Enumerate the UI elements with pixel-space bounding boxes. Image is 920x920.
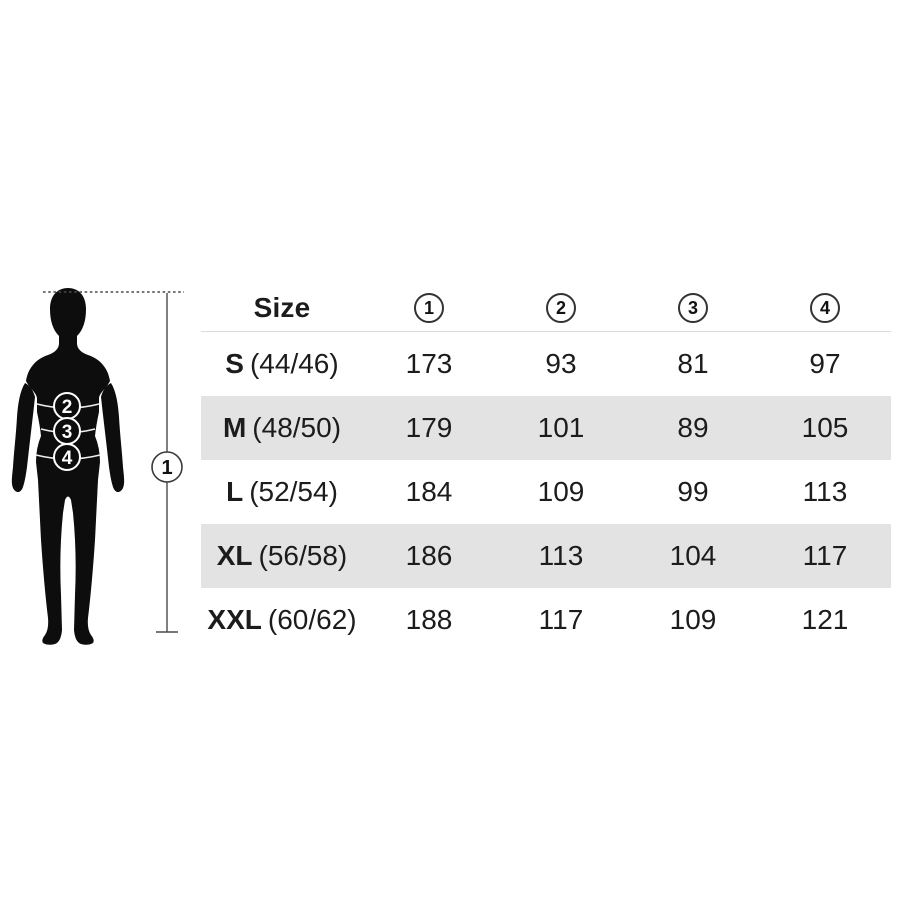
measure-3-header-cell: 3 [627,293,759,323]
measurement-value: 113 [802,476,848,507]
size-column-header: Size [253,292,311,323]
measurement-value: 117 [802,540,848,571]
table-row-l: L (52/54) 184 109 99 113 [201,460,891,524]
measure-2-header-cell: 2 [495,293,627,323]
measurement-value: 109 [537,476,585,507]
size-range: (44/46) [249,348,339,379]
measurement-value: 104 [669,540,717,571]
table-row-s: S (44/46) 173 93 81 97 [201,332,891,396]
measure-1-badge: 1 [414,293,444,323]
measurement-value: 179 [405,412,453,443]
measurement-value: 186 [405,540,453,571]
size-code: S [225,348,244,379]
measurement-value: 97 [809,348,841,379]
measurement-value: 109 [669,604,717,635]
measurement-value: 184 [405,476,453,507]
size-label: L (52/54) [201,478,363,506]
hip-marker-number: 4 [62,448,73,469]
measurement-value: 105 [801,412,849,443]
silhouette-right-arm [101,383,125,493]
measurement-value: 188 [405,604,453,635]
size-code: L [226,476,244,507]
size-range: (48/50) [252,412,342,443]
size-label: M (48/50) [201,414,363,442]
size-code: M [222,412,247,443]
chest-marker-number: 2 [62,397,73,418]
measure-3-badge: 3 [678,293,708,323]
silhouette-left-arm [11,383,36,493]
height-marker-circle [151,451,183,483]
measurement-value: 173 [405,348,453,379]
measurement-value: 89 [677,412,709,443]
size-label: XL (56/58) [201,542,363,570]
measurement-value: 121 [801,604,849,635]
hip-marker-circle [53,443,81,471]
size-code: XXL [207,604,262,635]
size-table: Size 1 2 3 4 S (44/46) 173 93 81 97 M (48/… [201,285,891,652]
measurement-value: 99 [677,476,709,507]
table-row-xxl: XXL (60/62) 188 117 109 121 [201,588,891,652]
size-range: (52/54) [249,476,338,507]
measurement-value: 93 [545,348,577,379]
table-header-row: Size 1 2 3 4 [201,285,891,332]
waist-marker-number: 3 [62,422,73,443]
size-range: (60/62) [267,604,357,635]
table-row-m: M (48/50) 179 101 89 105 [201,396,891,460]
measurement-value: 81 [677,348,709,379]
size-range: (56/58) [258,540,348,571]
measurement-value: 113 [538,540,584,571]
measurement-value: 101 [537,412,585,443]
measurement-value: 117 [538,604,584,635]
height-marker: 1 [151,451,183,483]
chest-marker: 2 [53,392,81,420]
body-measurement-diagram: 1 2 3 4 [10,285,190,650]
size-label: XXL (60/62) [201,606,363,634]
hip-marker: 4 [53,443,81,471]
measure-1-header-cell: 1 [363,293,495,323]
figure-svg: 1 2 3 4 [11,288,184,645]
waist-marker: 3 [53,417,81,445]
measure-4-badge: 4 [810,293,840,323]
table-row-xl: XL (56/58) 186 113 104 117 [201,524,891,588]
height-marker-number: 1 [161,457,172,479]
measure-2-badge: 2 [546,293,576,323]
measure-4-header-cell: 4 [759,293,891,323]
size-label: S (44/46) [201,350,363,378]
size-code: XL [216,540,253,571]
